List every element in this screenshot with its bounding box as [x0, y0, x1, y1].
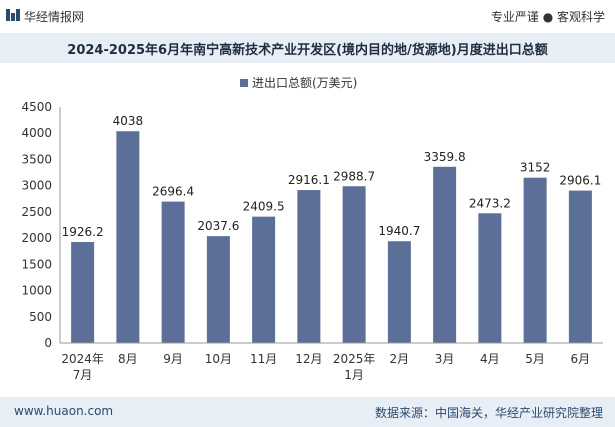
x-tick-label: 6月 [571, 352, 591, 366]
y-tick-label: 1500 [21, 257, 52, 271]
x-tick-label: 9月 [163, 352, 183, 366]
brand-name: 华经情报网 [24, 10, 85, 24]
bar [523, 177, 547, 343]
title-band: 2024-2025年6月年南宁高新技术产业开发区(境内目的地/货源地)月度进出口… [0, 33, 615, 63]
bar [478, 213, 502, 343]
bar [161, 201, 185, 343]
y-tick-label: 3500 [21, 152, 52, 166]
bar-value-label: 2409.5 [243, 200, 285, 214]
bar-chart: 进出口总额(万美元) 0 500 1000 1500 2000 2500 3000 3500 4… [21, 76, 603, 382]
bar [71, 241, 95, 343]
x-tick-label: 10月 [205, 352, 232, 366]
legend-swatch [240, 79, 248, 87]
bar [433, 166, 457, 343]
legend-label: 进出口总额(万美元) [252, 76, 357, 90]
bar [568, 190, 592, 343]
y-tick-label: 500 [29, 310, 52, 324]
logo-icon [6, 9, 20, 21]
footer-band: www.huaon.com 数据来源：中国海关，华经产业研究院整理 [0, 397, 615, 427]
bar-value-label: 2906.1 [559, 174, 601, 188]
x-tick-label-line2: 7月 [73, 368, 93, 382]
data-source: 数据来源：中国海关，华经产业研究院整理 [374, 406, 603, 420]
y-tick-label: 4000 [21, 126, 52, 140]
x-tick-label-line2: 1月 [344, 368, 364, 382]
x-tick-label: 5月 [525, 352, 545, 366]
chart-title: 2024-2025年6月年南宁高新技术产业开发区(境内目的地/货源地)月度进出口… [67, 43, 548, 58]
y-tick-label: 3000 [21, 179, 52, 193]
bar-value-label: 2916.1 [288, 173, 330, 187]
x-tick-label: 12月 [295, 352, 322, 366]
bar-value-label: 3359.8 [424, 150, 466, 164]
bar [206, 236, 230, 343]
bar-value-label: 1940.7 [378, 224, 420, 238]
x-tick-label: 2月 [390, 352, 410, 366]
tagline: 专业严谨 ● 客观科学 [490, 10, 605, 24]
bar [297, 190, 321, 343]
y-tick-label: 1000 [21, 284, 52, 298]
bar [116, 131, 140, 343]
bar-value-label: 3152 [520, 161, 551, 175]
x-tick-label: 2025年 [333, 352, 376, 366]
x-tick-label: 3月 [435, 352, 455, 366]
y-tick-label: 4500 [21, 100, 52, 114]
bar-value-label: 1926.2 [62, 225, 104, 239]
bar-value-label: 2988.7 [333, 169, 375, 183]
y-tick-label: 2000 [21, 231, 52, 245]
y-tick-label: 0 [44, 336, 52, 350]
x-tick-label: 8月 [118, 352, 138, 366]
x-tick-label: 11月 [250, 352, 277, 366]
bar-value-label: 4038 [113, 114, 144, 128]
y-axis: 0 500 1000 1500 2000 2500 3000 3500 4000 4500 [21, 100, 61, 350]
bar-value-label: 2037.6 [197, 219, 239, 233]
bar-value-label: 2696.4 [152, 185, 194, 199]
x-tick-label: 2024年 [61, 352, 104, 366]
bar-value-label: 2473.2 [469, 196, 511, 210]
y-tick-label: 2500 [21, 205, 52, 219]
chart-legend: 进出口总额(万美元) [240, 76, 357, 90]
top-bar: 华经情报网 专业严谨 ● 客观科学 [0, 0, 615, 32]
bar [342, 186, 366, 343]
x-axis: 2024年 7月 8月 9月 10月 11月 12月 2025年 1月 2月 3月 4月 5月 6月 [60, 342, 603, 382]
x-tick-label: 4月 [480, 352, 500, 366]
bar [252, 216, 276, 343]
website-link[interactable]: www.huaon.com [14, 404, 114, 418]
bar [387, 241, 411, 343]
